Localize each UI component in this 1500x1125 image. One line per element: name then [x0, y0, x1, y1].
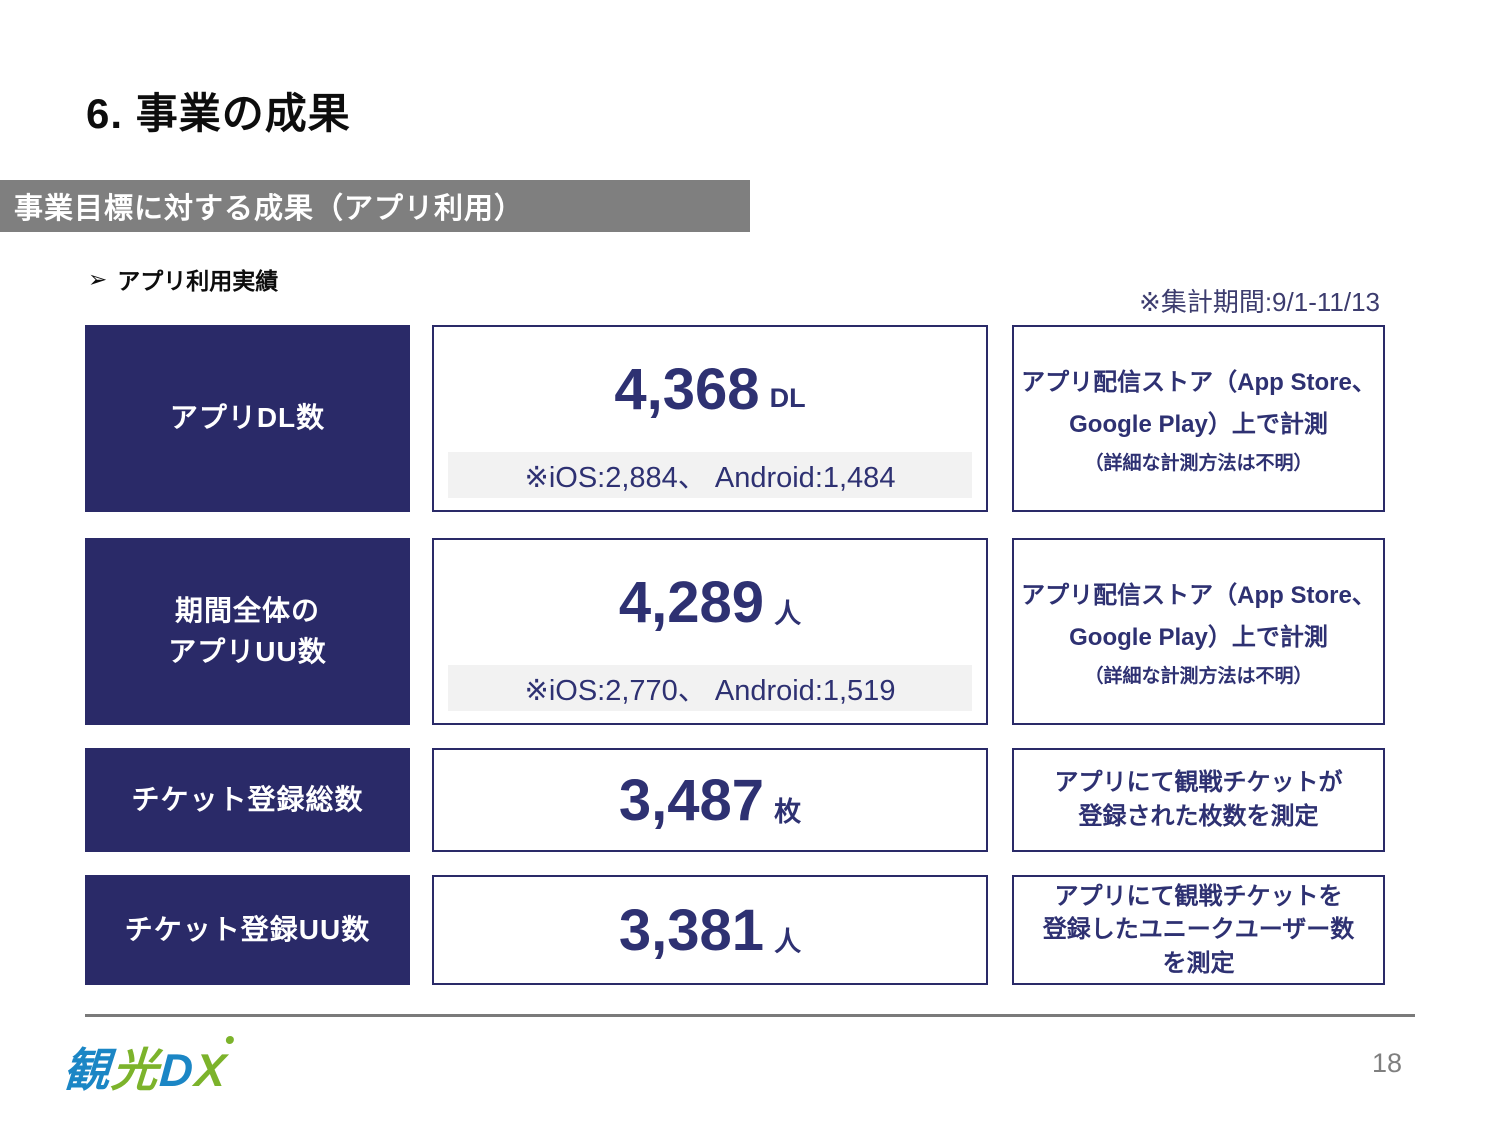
- value-number-line: 4,289 人: [434, 540, 986, 665]
- table-row-ticket-total: チケット登録総数 3,487 枚 アプリにて観戦チケットが 登録された枚数を測定: [85, 748, 1385, 852]
- row-label-app-downloads: アプリDL数: [85, 325, 410, 512]
- section-banner: 事業目標に対する成果（アプリ利用）: [0, 180, 750, 232]
- logo-char: X: [193, 1044, 230, 1096]
- bullet-line: ➢ アプリ利用実績: [88, 262, 278, 296]
- row-desc-app-downloads: アプリ配信ストア（App Store、 Google Play）上で計測 （詳細…: [1012, 325, 1385, 512]
- table-row-ticket-unique-users: チケット登録UU数 3,381 人 アプリにて観戦チケットを 登録したユニークユ…: [85, 875, 1385, 985]
- desc-sub: （詳細な計測方法は不明）: [1084, 453, 1313, 474]
- row-label-app-unique-users: 期間全体の アプリUU数: [85, 538, 410, 725]
- results-table: アプリDL数 4,368 DL ※iOS:2,884、 Android:1,48…: [85, 325, 1385, 985]
- row-label-ticket-total: チケット登録総数: [85, 748, 410, 852]
- desc-main: アプリ配信ストア（App Store、 Google Play）上で計測: [1021, 575, 1376, 659]
- kanko-dx-logo: 観光DX: [62, 1034, 235, 1100]
- row-label-text: チケット登録UU数: [124, 913, 371, 945]
- desc-line: アプリにて観戦チケットが: [1054, 769, 1343, 797]
- value-number-line: 3,381 人: [434, 877, 986, 983]
- desc-line: アプリ配信ストア（App Store、: [1021, 369, 1376, 396]
- logo-dot-icon: [225, 1036, 235, 1044]
- row-label-text: アプリDL数: [169, 402, 326, 434]
- section-banner-label: 事業目標に対する成果（アプリ利用）: [14, 193, 525, 225]
- desc-main: アプリ配信ストア（App Store、 Google Play）上で計測: [1021, 362, 1376, 446]
- desc-line: 登録された枚数を測定: [1078, 803, 1319, 830]
- page-number: 18: [1371, 1048, 1402, 1078]
- value-breakdown: ※iOS:2,770、 Android:1,519: [448, 665, 972, 711]
- value-unit: 人: [774, 926, 802, 957]
- value-number-line: 3,487 枚: [434, 750, 986, 850]
- row-label-ticket-unique-users: チケット登録UU数: [85, 875, 410, 985]
- desc-line: 登録したユニークユーザー数: [1042, 916, 1355, 944]
- footer-divider: [85, 1014, 1415, 1017]
- value-unit: 枚: [774, 796, 802, 827]
- row-label-text: チケット登録総数: [131, 783, 364, 815]
- logo-char: D: [157, 1044, 197, 1096]
- row-desc-app-unique-users: アプリ配信ストア（App Store、 Google Play）上で計測 （詳細…: [1012, 538, 1385, 725]
- value-number: 4,289: [618, 570, 765, 635]
- bullet-label: アプリ利用実績: [117, 268, 279, 294]
- desc-line: アプリにて観戦チケットを: [1054, 882, 1343, 910]
- desc-sub: （詳細な計測方法は不明）: [1084, 666, 1313, 687]
- value-unit: 人: [774, 599, 802, 629]
- desc-line: Google Play）上で計測: [1069, 624, 1328, 651]
- table-row-app-downloads: アプリDL数 4,368 DL ※iOS:2,884、 Android:1,48…: [85, 325, 1385, 512]
- logo-char: 観: [61, 1044, 114, 1096]
- row-desc-ticket-total: アプリにて観戦チケットが 登録された枚数を測定: [1012, 748, 1385, 852]
- row-value-app-downloads: 4,368 DL ※iOS:2,884、 Android:1,484: [432, 325, 988, 512]
- value-unit: DL: [769, 383, 806, 413]
- row-label-text: 期間全体の: [174, 594, 320, 626]
- row-value-app-unique-users: 4,289 人 ※iOS:2,770、 Android:1,519: [432, 538, 988, 725]
- row-desc-ticket-unique-users: アプリにて観戦チケットを 登録したユニークユーザー数 を測定: [1012, 875, 1385, 985]
- desc-line: Google Play）上で計測: [1069, 411, 1328, 438]
- value-number-line: 4,368 DL: [434, 327, 986, 452]
- value-number: 3,381: [618, 897, 765, 963]
- row-value-ticket-unique-users: 3,381 人: [432, 875, 988, 985]
- period-note: ※集計期間:9/1-11/13: [1139, 287, 1380, 317]
- value-breakdown: ※iOS:2,884、 Android:1,484: [448, 452, 972, 498]
- table-row-app-unique-users: 期間全体の アプリUU数 4,289 人 ※iOS:2,770、 Android…: [85, 538, 1385, 725]
- logo-char: 光: [109, 1044, 162, 1096]
- value-number: 4,368: [614, 357, 760, 422]
- row-value-ticket-total: 3,487 枚: [432, 748, 988, 852]
- desc-main: アプリにて観戦チケットが 登録された枚数を測定: [1055, 766, 1343, 833]
- desc-main: アプリにて観戦チケットを 登録したユニークユーザー数 を測定: [1043, 880, 1355, 981]
- desc-line: アプリ配信ストア（App Store、: [1021, 582, 1376, 609]
- row-label-text: アプリUU数: [168, 635, 327, 667]
- page-title: 6. 事業の成果: [86, 90, 351, 137]
- value-number: 3,487: [618, 767, 765, 833]
- arrow-bullet-icon: ➢: [88, 265, 108, 292]
- desc-line: を測定: [1162, 949, 1235, 977]
